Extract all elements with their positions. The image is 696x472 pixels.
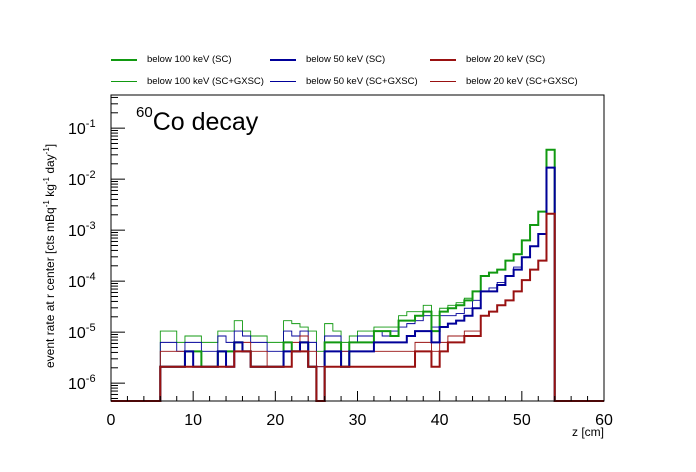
x-axis-label: z [cm] (572, 425, 604, 439)
decay-title: 60Co decay (136, 104, 259, 137)
legend-label: below 50 keV (SC+GXSC) (306, 76, 418, 87)
y-tick-label: 10-1 (68, 118, 96, 138)
series-layer (111, 148, 604, 402)
legend-label: below 50 keV (SC) (306, 54, 386, 65)
x-axis: 0 10 20 30 40 50 60 (107, 391, 613, 429)
legend-label: below 20 keV (SC) (466, 54, 546, 65)
legend-swatch (270, 81, 296, 82)
legend-swatch (430, 59, 456, 61)
y-axis: 10-6 10-5 10-4 10-3 10-2 10-1 (68, 96, 125, 400)
y-tick-label: 10-6 (68, 373, 96, 393)
y-tick-label: 10-4 (68, 271, 96, 291)
y-tick-label: 10-5 (68, 322, 96, 342)
y-tick-label: 10-2 (68, 169, 96, 189)
y-axis-label: event rate at r center [cts mBq-1 kg-1 d… (42, 144, 57, 368)
x-tick-label: 40 (431, 412, 449, 429)
y-tick-label: 10-3 (68, 220, 96, 240)
x-tick-label: 50 (513, 412, 531, 429)
legend-label: below 20 keV (SC+GXSC) (466, 76, 578, 87)
legend-swatch (430, 81, 456, 82)
legend-label: below 100 keV (SC) (147, 54, 232, 65)
x-tick-label: 20 (266, 412, 284, 429)
legend-label: below 100 keV (SC+GXSC) (147, 76, 264, 87)
x-tick-label: 10 (184, 412, 202, 429)
isotope-mass-number: 60 (136, 104, 153, 121)
legend-swatch (111, 81, 137, 82)
x-tick-label: 30 (349, 412, 367, 429)
decay-title-text: Co decay (152, 108, 259, 136)
legend-swatch (111, 59, 137, 61)
x-tick-label: 60 (595, 412, 613, 429)
legend-swatch (270, 59, 296, 61)
series-2-histogram (111, 212, 604, 402)
series-5-histogram (111, 213, 604, 402)
x-tick-label: 0 (107, 412, 116, 429)
